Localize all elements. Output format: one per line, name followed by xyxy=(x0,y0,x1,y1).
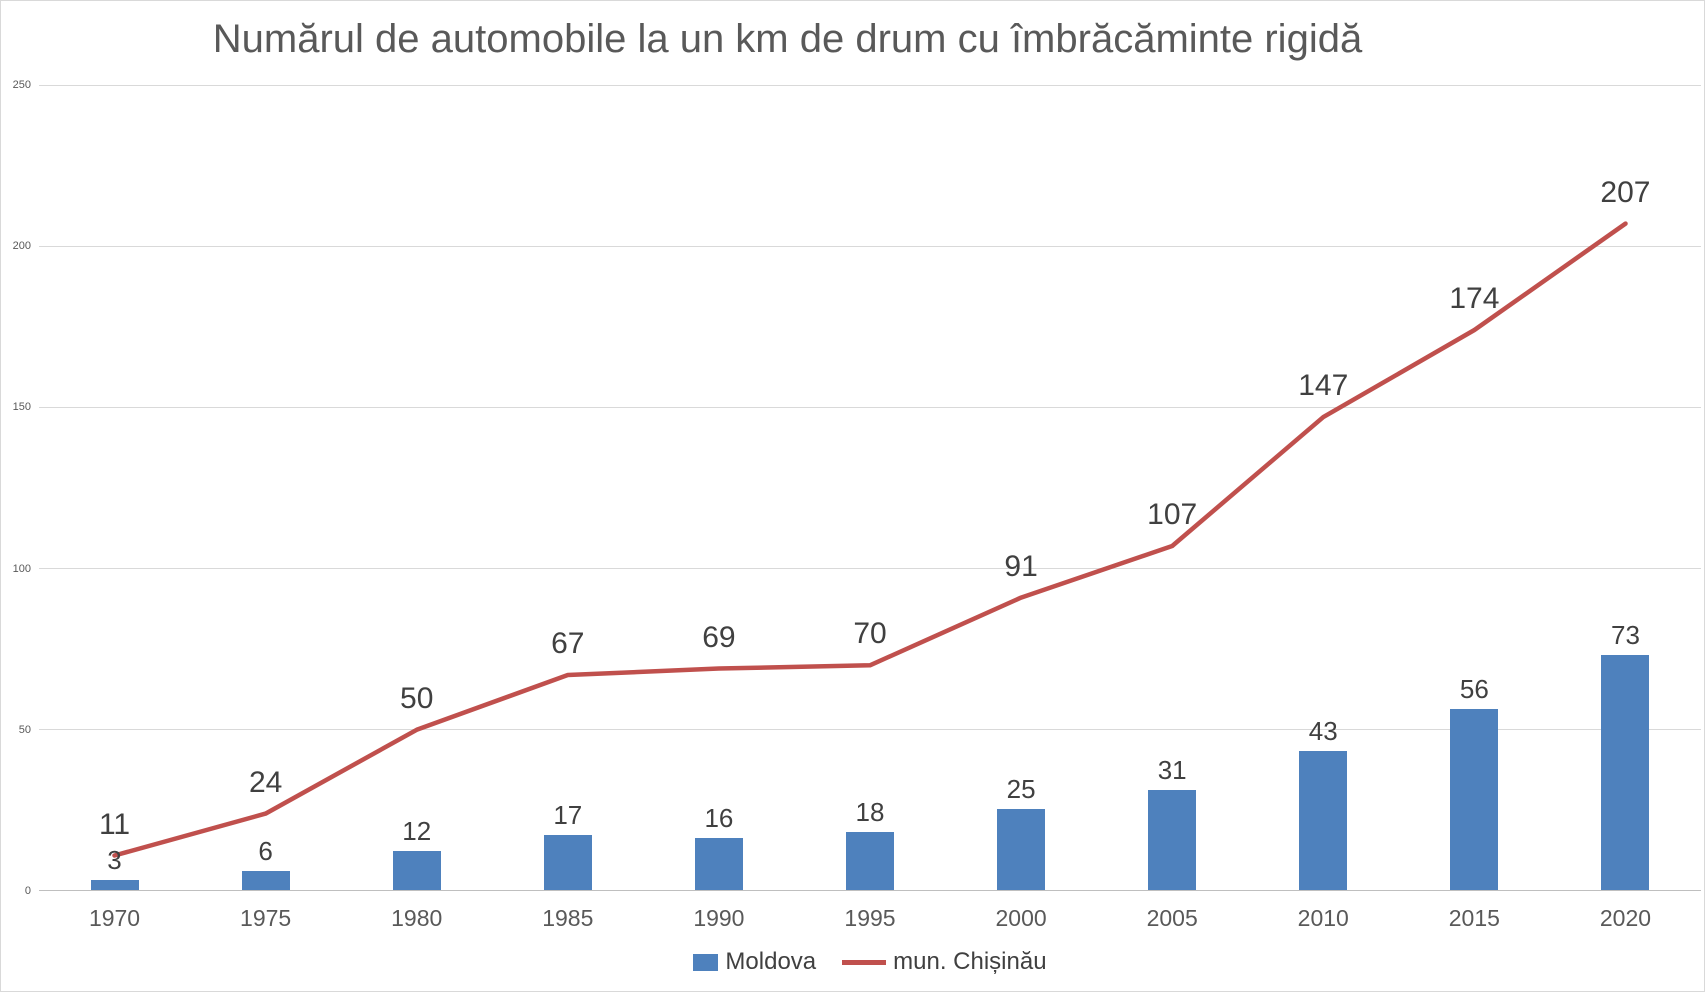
chart-title: Numărul de automobile la un km de drum c… xyxy=(212,17,1363,61)
y-tick-label: 250 xyxy=(12,79,31,91)
bar xyxy=(90,880,139,890)
gridline xyxy=(39,84,1701,86)
gridline xyxy=(39,245,1701,247)
line-data-label: 207 xyxy=(1600,175,1651,209)
line-path xyxy=(112,221,1628,858)
bar xyxy=(846,831,894,890)
legend-label: Moldova xyxy=(725,948,817,975)
y-tick-label: 0 xyxy=(24,885,31,897)
x-tick-label: 2000 xyxy=(995,905,1047,931)
bar xyxy=(1450,709,1499,890)
line-data-label: 50 xyxy=(400,681,434,715)
x-tick-label: 1990 xyxy=(693,905,745,931)
y-tick-label: 50 xyxy=(18,723,31,736)
line-series xyxy=(112,221,1628,858)
legend: Moldova mun. Chișinău xyxy=(39,945,1701,979)
line-data-label: 91 xyxy=(1004,549,1038,583)
bar xyxy=(997,809,1046,890)
x-axis: 1970 1975 1980 1985 1990 1995 2000 2005 2010 2015… xyxy=(39,904,1701,936)
line-data-label: 24 xyxy=(248,765,283,799)
line-data-label: 147 xyxy=(1298,369,1349,403)
bar-data-label: 56 xyxy=(1459,674,1489,705)
bar-data-label: 73 xyxy=(1610,619,1640,650)
legend-item: Moldova xyxy=(693,948,816,976)
x-tick-label: 1980 xyxy=(391,905,443,931)
bar-data-label: 18 xyxy=(855,796,885,827)
legend-item: mun. Chișinău xyxy=(842,948,1047,976)
x-tick-label: 1995 xyxy=(844,905,896,931)
bar-data-label: 12 xyxy=(402,816,432,847)
line-data-label: 67 xyxy=(551,626,585,660)
x-tick-label: 1985 xyxy=(542,905,594,931)
gridline xyxy=(39,568,1701,570)
legend-label: mun. Chișinău xyxy=(893,948,1047,975)
bar xyxy=(543,835,592,890)
bar xyxy=(241,870,290,890)
bar xyxy=(1148,790,1197,890)
legend-bar-swatch-icon xyxy=(693,953,719,971)
gridline xyxy=(39,729,1701,731)
bar-data-label: 31 xyxy=(1157,755,1187,786)
bar xyxy=(1601,654,1650,890)
bar xyxy=(1299,751,1348,890)
x-tick-label: 2010 xyxy=(1297,905,1349,931)
line-data-label: 11 xyxy=(98,807,131,841)
y-axis: 0 50 100 150 200 250 xyxy=(1,79,31,897)
x-tick-label: 2005 xyxy=(1146,905,1198,931)
bar xyxy=(392,851,441,890)
line-data-label: 69 xyxy=(702,620,736,654)
bar-data-label: 6 xyxy=(258,835,273,866)
x-tick-label: 2020 xyxy=(1599,905,1652,931)
bar-data-label: 17 xyxy=(553,800,583,831)
y-tick-label: 200 xyxy=(12,240,31,253)
x-tick-label: 1975 xyxy=(240,905,292,931)
bar-data-label: 3 xyxy=(107,845,122,876)
line-data-label: 174 xyxy=(1449,282,1500,316)
bar-data-label: 43 xyxy=(1308,716,1338,747)
y-tick-label: 150 xyxy=(12,401,31,414)
line-data-label: 107 xyxy=(1147,498,1198,532)
bar xyxy=(694,838,743,890)
gridline xyxy=(39,406,1701,408)
y-tick-label: 100 xyxy=(12,562,31,575)
legend-line-swatch-icon xyxy=(842,959,887,965)
x-tick-label: 1970 xyxy=(88,905,141,931)
x-tick-label: 2015 xyxy=(1448,905,1500,931)
line-data-label: 70 xyxy=(853,617,887,651)
plot-area: 3 6 12 17 16 18 25 31 43 56 73 11 24 50 67 69 70 91 107 147… xyxy=(39,84,1701,891)
bar-data-label: 25 xyxy=(1006,774,1036,805)
bar-data-label: 16 xyxy=(704,803,734,834)
